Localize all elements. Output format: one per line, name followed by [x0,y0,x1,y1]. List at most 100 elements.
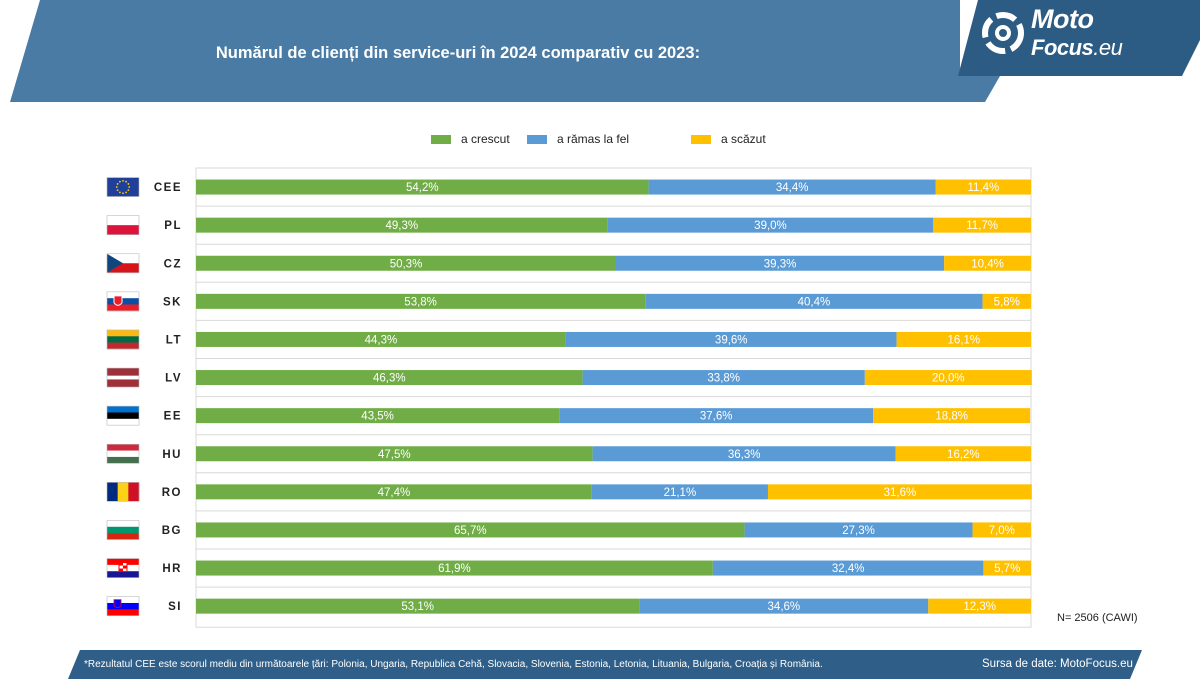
data-label: 44,3% [365,334,398,346]
bar-segment [639,598,929,614]
plot-frame [195,167,1032,628]
bar-segment [196,370,583,386]
flag-lv-icon [106,367,140,388]
data-label: 50,3% [390,258,423,270]
data-label: 61,9% [438,563,471,575]
legend-swatch-yellow [691,134,711,144]
bar-segment [582,370,865,386]
chart-legend: a crescut a rămas la fel a scăzut [0,132,1200,150]
bar-segment [196,408,560,424]
bar-segment [196,446,593,462]
page-title: Numărul de clienți din service-uri în 20… [215,44,701,62]
logo-text-focus: Focus.eu [1031,35,1123,61]
data-label: 27,3% [842,525,875,537]
legend-item-same: a rămas la fel [527,132,629,146]
bar-segment [744,522,973,538]
logo-gear-icon [982,12,1024,54]
data-label: 36,3% [728,449,761,461]
legend-label: a crescut [461,132,510,146]
bar-segment [944,255,1031,271]
bar-segment [972,522,1031,538]
flag-bg-icon [106,520,140,540]
bar-segment [592,446,896,462]
data-label: 40,4% [798,296,831,308]
data-label: 33,8% [707,373,740,385]
data-label: 39,3% [764,258,797,270]
category-label: CZ [164,258,182,270]
data-label: 20,0% [932,373,965,385]
category-label: SI [168,601,182,613]
data-label: 65,7% [454,525,487,537]
legend-swatch-green [431,134,451,144]
data-label: 31,6% [884,487,917,499]
footer-banner [68,650,1142,679]
category-label: HU [162,449,182,461]
bar-segment [982,293,1031,309]
data-label: 5,7% [994,563,1020,575]
flag-sk-icon [106,291,140,312]
category-label: SK [163,296,182,308]
data-label: 21,1% [664,487,697,499]
flag-hu-icon [106,443,140,464]
legend-label: a scăzut [721,132,766,146]
sample-size-note: N= 2506 (CAWI) [1057,612,1138,624]
data-label: 32,4% [832,563,865,575]
data-label: 49,3% [386,220,419,232]
bar-segment [983,560,1031,576]
bar-segment [196,560,713,576]
data-label: 39,6% [715,334,748,346]
bar-segment [565,331,897,347]
bar-segment [196,293,646,309]
bar-segment [196,179,649,195]
data-label: 39,0% [754,220,787,232]
bar-segment [933,217,1031,233]
bar-segment [616,255,945,271]
category-label: BG [162,525,182,537]
header-banner [10,0,1000,102]
bar-segment [607,217,934,233]
legend-label: a rămas la fel [557,132,630,146]
bar-segment [559,408,874,424]
category-label: EE [164,411,182,423]
data-label: 18,8% [935,411,968,423]
legend-item-increased: a crescut [431,132,510,146]
data-label: 34,6% [768,601,801,613]
data-label: 5,8% [994,296,1020,308]
legend-item-decreased: a scăzut [691,132,766,146]
flag-ro-icon [106,482,140,502]
flag-pl-icon [106,215,140,235]
bar-segment [935,179,1031,195]
footer-source: Sursa de date: MotoFocus.eu [982,658,1133,670]
data-label: 34,4% [776,182,809,194]
flag-cz-icon [106,253,140,274]
bar-segment [196,331,566,347]
bar-segment [648,179,936,195]
bar-segment [767,484,1032,500]
category-label: PL [164,220,182,232]
bar-segment [873,408,1031,424]
bar-segment [645,293,983,309]
bar-segment [196,598,640,614]
data-label: 7,0% [989,525,1015,537]
data-label: 53,1% [401,601,434,613]
bar-segment [196,522,745,538]
bar-segment [928,598,1031,614]
bar-segment [864,370,1032,386]
category-label: RO [162,487,182,499]
data-label: 11,7% [966,220,998,232]
category-label: HR [162,563,182,575]
bar-segment [895,446,1031,462]
legend-swatch-blue [527,134,547,144]
data-label: 46,3% [373,373,406,385]
flag-hr-icon [106,558,140,578]
data-label: 16,1% [947,334,980,346]
category-label: LT [166,334,182,346]
flag-ee-icon [106,405,140,426]
footer-note: *Rezultatul CEE este scorul mediu din ur… [84,659,823,670]
data-label: 11,4% [968,182,1000,194]
logo-text-moto: Moto [1031,4,1094,34]
flag-eu-icon [106,177,140,197]
data-label: 54,2% [406,182,439,194]
logo-text-focus-main: Focus [1031,35,1094,60]
